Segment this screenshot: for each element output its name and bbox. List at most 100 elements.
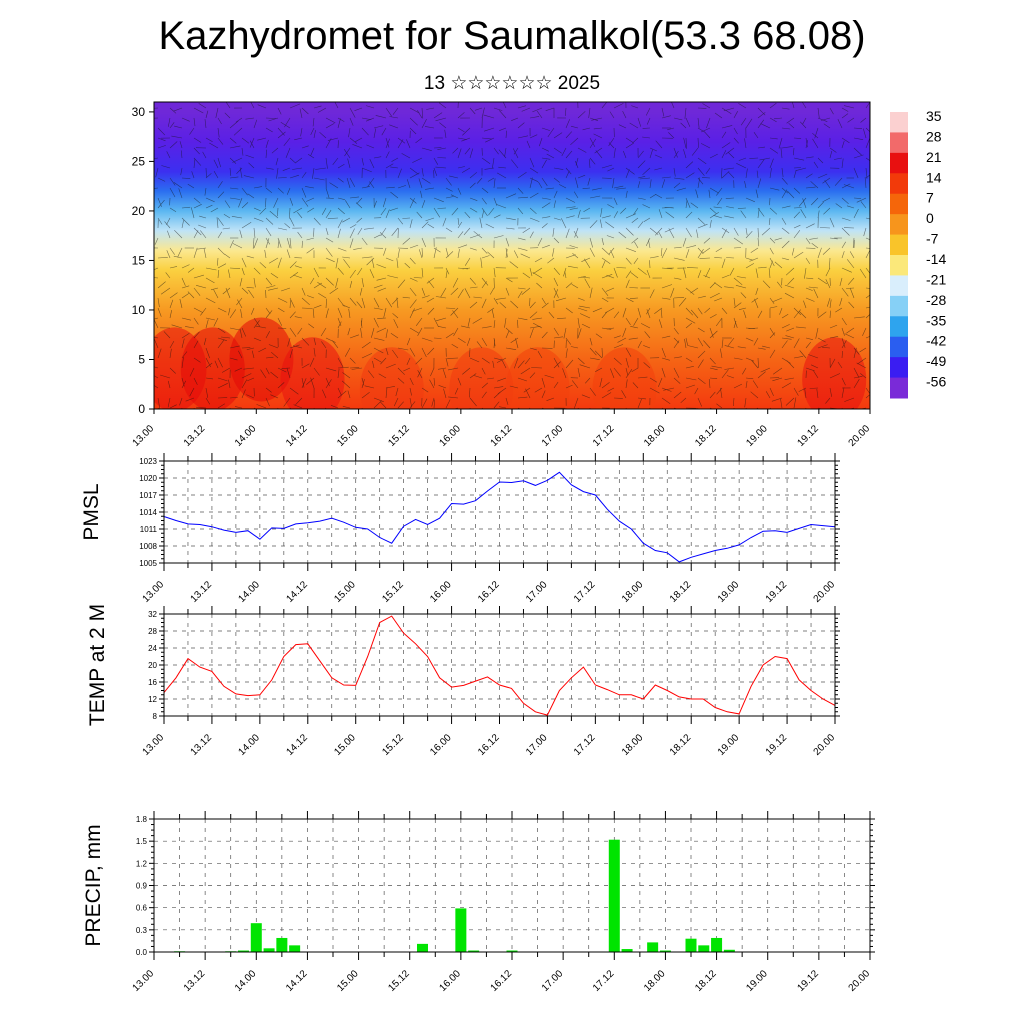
wind-barb: [325, 187, 330, 199]
wind-barb: [181, 285, 190, 289]
page-title: Kazhydromet for Saumalkol(53.3 68.08): [158, 14, 866, 58]
wind-barb: [381, 127, 387, 136]
wind-barb: [249, 137, 255, 148]
wind-barb: [553, 147, 562, 154]
wind-barb: [829, 310, 831, 319]
wind-barb: [464, 288, 471, 299]
wind-barb: [445, 251, 454, 259]
wind-barb: [493, 197, 498, 206]
wind-barb: [608, 142, 615, 149]
wind-barb: [205, 347, 210, 359]
wind-barb: [570, 137, 579, 146]
wind-barb: [683, 267, 687, 279]
wind-barb: [169, 299, 174, 309]
wind-barb: [601, 215, 611, 219]
wind-barb: [397, 377, 405, 384]
wind-barb: [173, 182, 183, 189]
wind-barb: [625, 357, 629, 368]
wind-barb: [685, 366, 694, 369]
wind-barb: [565, 337, 572, 345]
wind-barb: [865, 287, 870, 289]
wind-barb: [709, 220, 712, 229]
wind-barb: [601, 164, 613, 169]
wind-barb: [464, 147, 471, 155]
wind-barb: [154, 336, 159, 339]
wind-barb: [385, 163, 394, 169]
wind-barb: [649, 194, 657, 199]
wind-barb: [787, 277, 795, 285]
wind-barb: [532, 272, 543, 279]
wind-barb: [780, 147, 783, 159]
wind-barb: [708, 378, 711, 389]
wind-barb: [573, 230, 579, 239]
wind-barb: [217, 377, 228, 382]
wind-barb: [493, 386, 504, 389]
wind-barb: [738, 157, 747, 161]
colorbar-swatch: [890, 377, 908, 399]
wind-barb: [421, 347, 427, 358]
wind-barb: [703, 275, 711, 279]
wind-barb: [253, 207, 261, 212]
wind-barb: [325, 367, 337, 372]
wind-barb: [829, 151, 833, 159]
wind-barb: [601, 327, 612, 330]
xtick-label: 13.12: [189, 732, 215, 758]
wind-barb: [724, 345, 735, 349]
wind-barb: [625, 142, 634, 149]
heatmap-hotspot: [280, 337, 345, 409]
heatmap-xtick-label: 20.00: [847, 423, 873, 449]
wind-barb: [473, 231, 483, 239]
wind-barb: [505, 287, 510, 296]
wind-barb: [349, 107, 356, 118]
wind-barb: [745, 197, 756, 203]
wind-barb: [469, 277, 477, 285]
wind-barb: [529, 297, 531, 307]
wind-barb: [757, 371, 766, 379]
wind-barb: [469, 172, 477, 179]
wind-barb: [673, 150, 679, 159]
colorbar-swatch: [890, 336, 908, 358]
wind-barb: [649, 260, 651, 269]
wind-barb: [841, 387, 845, 399]
wind-barb: [313, 177, 325, 181]
wind-barb: [361, 117, 372, 120]
wind-barb: [493, 339, 495, 349]
wind-barb: [819, 227, 831, 229]
wind-barb: [256, 404, 267, 409]
wind-barb: [181, 407, 183, 409]
wind-barb: [462, 127, 471, 136]
wind-barb: [225, 287, 231, 299]
wind-barb: [377, 317, 387, 319]
wind-barb: [562, 368, 567, 379]
wind-barb: [721, 274, 730, 279]
wind-barb: [173, 255, 183, 259]
xtick-label: 18.00: [620, 732, 646, 758]
wind-barb: [248, 162, 255, 169]
wind-barb: [541, 177, 548, 186]
wind-barb: [810, 181, 819, 189]
wind-barb: [592, 307, 603, 313]
wind-barb: [601, 257, 611, 264]
wind-barb: [289, 311, 296, 319]
wind-barb: [769, 297, 775, 304]
wind-barb: [347, 327, 351, 336]
wind-barb: [461, 137, 471, 142]
wind-barb: [265, 167, 274, 170]
wind-barb: [361, 353, 373, 359]
wind-barb: [620, 207, 627, 214]
wind-barb: [565, 119, 570, 129]
wind-barb: [335, 257, 339, 269]
wind-barb: [409, 347, 416, 357]
wind-barb: [760, 367, 771, 373]
wind-barb: [391, 157, 399, 162]
wind-barb: [409, 277, 418, 282]
wind-barb: [721, 171, 730, 179]
wind-barb: [589, 347, 597, 356]
wind-barb: [757, 159, 765, 169]
wind-barb: [721, 339, 724, 349]
wind-barb: [360, 328, 363, 339]
wind-barb: [757, 347, 766, 350]
wind-barb: [451, 207, 459, 216]
wind-barb: [683, 137, 687, 149]
wind-barb: [205, 377, 214, 380]
